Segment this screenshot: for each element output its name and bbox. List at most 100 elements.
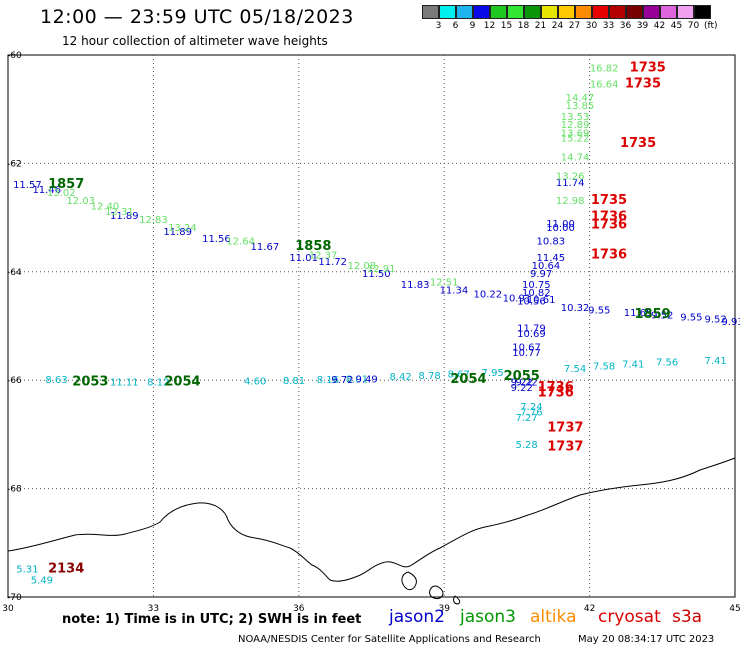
sat-jason2-label: jason2	[389, 607, 445, 627]
legend-label: 9	[469, 21, 476, 31]
legend-label: 3	[435, 21, 442, 31]
lon-tick-label: 42	[584, 604, 595, 614]
wave-height-value: 10.32	[561, 303, 590, 314]
wave-height-value: 11.50	[362, 269, 391, 280]
legend-label: 6	[452, 21, 459, 31]
legend-label: 70	[687, 21, 700, 31]
pass-time-label: 1736	[591, 247, 627, 262]
wave-height-value: 5.28	[515, 440, 537, 451]
legend-label: 45	[670, 21, 683, 31]
lon-tick-label: 45	[729, 604, 740, 614]
wave-height-value: 8.01	[346, 374, 368, 385]
pass-time-label: 2055	[504, 369, 540, 384]
wave-height-value: 9.93	[721, 317, 740, 328]
wave-height-value: 7.54	[564, 364, 586, 375]
pass-time-label: 1735	[625, 77, 661, 92]
wave-height-value: 11.57	[13, 180, 42, 191]
pass-time-label: 2053	[72, 375, 108, 390]
legend-swatch	[626, 5, 643, 19]
wave-height-value: 9.97	[530, 269, 552, 280]
wave-height-value: 12.31	[105, 207, 134, 218]
wave-height-value: 15.22	[561, 134, 590, 145]
wave-height-value: 7.95	[482, 368, 504, 379]
wave-height-value: 13.53	[561, 112, 590, 123]
lat-tick-label: -64	[7, 268, 22, 278]
wave-height-value: 13.26	[556, 172, 585, 183]
page-subtitle: 12 hour collection of altimeter wave hei…	[62, 34, 328, 48]
wave-height-value: 11.79	[517, 323, 546, 334]
wave-height-value: 9.72	[331, 375, 353, 386]
legend-swatch	[677, 5, 694, 19]
wave-height-value: 11.11	[110, 378, 139, 389]
wave-height-value: 5.49	[31, 575, 53, 586]
generated-timestamp: May 20 08:34:17 UTC 2023	[578, 634, 715, 645]
wave-height-value: 10.82	[522, 288, 551, 299]
wave-height-value: 7.41	[704, 356, 726, 367]
lat-tick-label: -66	[7, 376, 22, 386]
wave-height-value: 5.31	[16, 565, 38, 576]
sat-s3a-label: s3a	[672, 607, 703, 627]
lat-tick-label: -68	[7, 485, 22, 495]
wave-height-value: 13.85	[566, 101, 595, 112]
pass-time-label: 1736	[591, 217, 627, 232]
wave-height-value: 13.02	[47, 188, 76, 199]
color-legend-labels: 3 6 9 12 15 18 21 24 27 30 33 36 39 42 45 70 (ft)	[422, 21, 718, 31]
legend-swatch	[541, 5, 558, 19]
legend-swatch	[456, 5, 473, 19]
wave-height-value: 12.91	[367, 264, 396, 275]
wave-height-value: 10.61	[527, 295, 556, 306]
pass-time-label: 2054	[450, 372, 486, 387]
wave-height-value: 9.22	[511, 378, 533, 389]
wave-height-value: 12.03	[66, 196, 95, 207]
legend-label: 18	[517, 21, 530, 31]
wave-height-value: 10.64	[532, 261, 561, 272]
wave-height-value: 11.46	[32, 185, 61, 196]
wave-height-value: 10.22	[473, 289, 502, 300]
wave-height-value: 11.89	[163, 227, 192, 238]
wave-height-value: 11.01	[289, 253, 318, 264]
legend-label: 21	[534, 21, 547, 31]
pass-time-label: 2054	[164, 375, 200, 390]
lon-tick-label: 30	[2, 604, 14, 614]
pass-time-label: 1736	[591, 209, 627, 224]
lat-tick-label: -70	[7, 593, 22, 603]
wave-height-value: 9.52	[651, 310, 673, 321]
wave-height-value: 8.12	[147, 378, 169, 389]
legend-swatch	[609, 5, 626, 19]
legend-swatch	[592, 5, 609, 19]
legend-swatch	[490, 5, 507, 19]
wave-height-value: 12.98	[556, 196, 585, 207]
lon-tick-label: 36	[293, 604, 305, 614]
wave-height-value: 7.41	[622, 360, 644, 371]
sat-cryosat-label: cryosat	[598, 607, 661, 627]
wave-height-value: 7.58	[593, 361, 615, 372]
wave-height-value: 8.63	[45, 375, 67, 386]
wave-height-value: 9.22	[511, 383, 533, 394]
lon-tick-label: 39	[438, 604, 450, 614]
wave-height-value: 11.72	[318, 257, 347, 268]
wave-height-value: 10.75	[522, 280, 551, 291]
color-legend	[422, 5, 711, 19]
legend-swatch	[507, 5, 524, 19]
footer-note: note: 1) Time is in UTC; 2) SWH is in fe…	[62, 612, 362, 627]
legend-label: 42	[653, 21, 666, 31]
legend-label: 39	[636, 21, 649, 31]
legend-label: 30	[585, 21, 598, 31]
wave-height-value: 9.52	[704, 315, 726, 326]
pass-time-label: 2134	[48, 562, 84, 577]
wave-height-value: 7.76	[520, 407, 542, 418]
pass-time-label: 1735	[630, 60, 666, 75]
wave-height-value: 10.69	[517, 329, 546, 340]
wave-height-value: 10.67	[512, 342, 541, 353]
wave-height-value: 10.56	[517, 296, 546, 307]
wave-height-value: 11.34	[440, 285, 469, 296]
pass-time-label: 1859	[635, 307, 671, 322]
legend-unit: (ft)	[704, 21, 718, 31]
pass-time-label: 1857	[48, 177, 84, 192]
legend-swatch	[643, 5, 660, 19]
pass-time-label: 1737	[547, 440, 583, 455]
wave-height-value: 12.89	[561, 120, 590, 131]
